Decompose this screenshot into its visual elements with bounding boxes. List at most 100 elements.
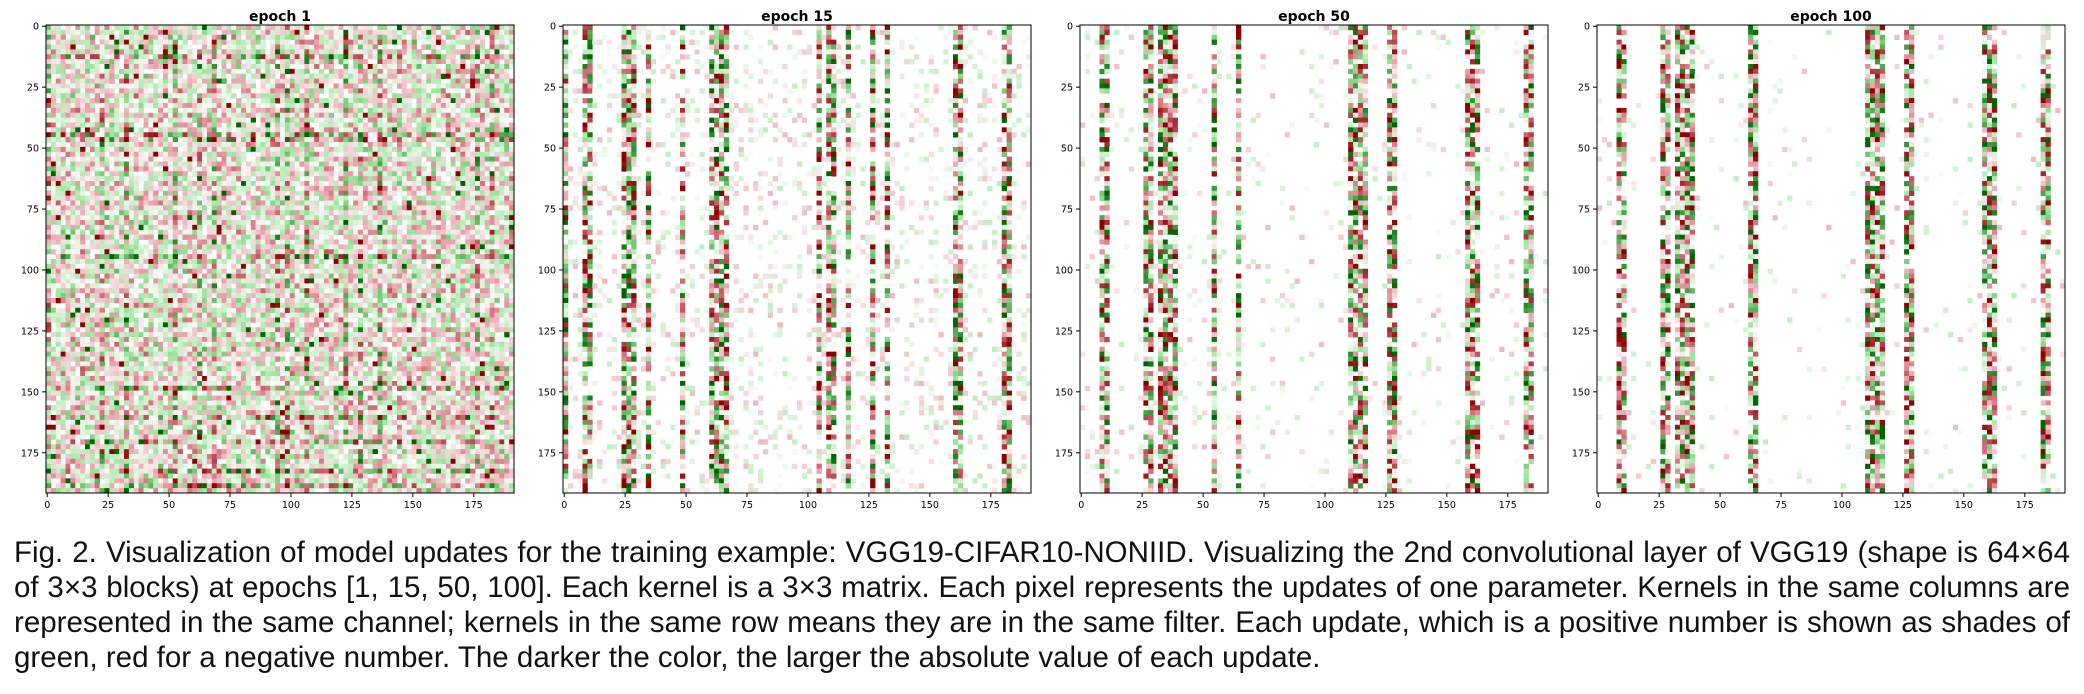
heatmap-cell <box>484 151 491 158</box>
heatmap-cell <box>431 234 437 240</box>
heatmap-cell <box>406 49 413 55</box>
heatmap-cell <box>231 117 237 123</box>
heatmap-cell <box>153 122 159 128</box>
heatmap-cell <box>50 171 57 177</box>
heatmap-cell <box>362 103 369 109</box>
heatmap-cell <box>80 239 86 245</box>
heatmap-cell <box>172 122 179 128</box>
heatmap-cell <box>163 249 169 255</box>
heatmap-cell <box>50 93 57 99</box>
heatmap-cell <box>187 73 193 80</box>
heatmap-cell <box>338 142 344 148</box>
heatmap-cell <box>236 98 242 104</box>
heatmap-cell <box>309 78 315 84</box>
heatmap-cell <box>250 54 257 60</box>
heatmap-cell <box>158 161 164 167</box>
heatmap-cell <box>221 54 227 60</box>
heatmap-cell <box>484 122 491 128</box>
heatmap-cell <box>211 283 218 289</box>
heatmap-cell <box>455 25 461 31</box>
heatmap-cell <box>46 78 52 84</box>
heatmap-cell <box>226 288 232 294</box>
heatmap-cell <box>499 176 505 182</box>
heatmap-cell <box>260 107 266 114</box>
heatmap-cell <box>328 54 335 60</box>
heatmap-cell <box>367 293 374 299</box>
heatmap-cell <box>280 234 286 240</box>
heatmap-cell <box>182 34 188 41</box>
heatmap-cell <box>436 166 442 172</box>
heatmap-cell <box>314 34 320 41</box>
heatmap-cell <box>109 278 115 284</box>
heatmap-cell <box>343 215 349 221</box>
heatmap-cell <box>260 29 266 36</box>
heatmap-cell <box>60 254 66 260</box>
heatmap-cell <box>236 254 242 260</box>
heatmap-cell <box>416 122 422 128</box>
heatmap-cell <box>343 151 349 158</box>
heatmap-cell <box>250 268 257 275</box>
heatmap-cell <box>211 127 218 133</box>
heatmap-cell <box>221 127 227 133</box>
heatmap-cell <box>89 117 96 123</box>
heatmap-cell <box>284 146 291 153</box>
heatmap-cell <box>338 132 344 138</box>
heatmap-cell <box>114 283 120 289</box>
heatmap-cell <box>343 112 349 119</box>
heatmap-cell <box>460 64 466 70</box>
heatmap-cell <box>89 39 96 45</box>
heatmap-cell <box>128 156 135 162</box>
heatmap-cell <box>475 239 481 245</box>
heatmap-cell <box>494 59 500 65</box>
heatmap-cell <box>299 224 305 231</box>
heatmap-cell <box>314 181 320 187</box>
heatmap-cell <box>445 78 452 84</box>
heatmap-cell <box>153 185 159 192</box>
heatmap-cell <box>431 78 437 84</box>
heatmap-cell <box>372 215 378 221</box>
heatmap-cell <box>114 64 120 70</box>
heatmap-cell <box>392 283 398 289</box>
heatmap-cell <box>119 210 125 216</box>
heatmap-cell <box>392 122 398 128</box>
heatmap-cell <box>411 229 417 236</box>
heatmap-cell <box>124 44 130 50</box>
heatmap-cell <box>187 273 193 279</box>
heatmap-cell <box>382 64 388 70</box>
heatmap-cell <box>60 293 66 299</box>
heatmap-cell <box>46 215 52 221</box>
heatmap-cell <box>206 44 213 50</box>
heatmap-cell <box>133 200 140 206</box>
heatmap-cell <box>455 78 461 84</box>
heatmap-cell <box>489 259 495 265</box>
heatmap-cell <box>284 34 291 41</box>
heatmap-cell <box>236 185 242 192</box>
heatmap-cell <box>353 73 359 80</box>
heatmap-cell <box>436 278 442 284</box>
heatmap-cell <box>333 39 339 45</box>
heatmap-cell <box>392 54 398 60</box>
heatmap-cell <box>489 34 495 41</box>
heatmap-cell <box>255 224 261 231</box>
heatmap-cell <box>377 98 383 104</box>
heatmap-cell <box>460 244 466 250</box>
heatmap-cell <box>294 73 300 80</box>
heatmap-cell <box>270 210 276 216</box>
heatmap-cell <box>250 200 257 206</box>
heatmap-cell <box>416 151 422 158</box>
heatmap-cell <box>270 273 276 279</box>
heatmap-cell <box>221 239 227 245</box>
heatmap-cell <box>226 122 232 128</box>
heatmap-cell <box>411 103 417 109</box>
heatmap-cell <box>509 44 515 50</box>
heatmap-cell <box>60 181 66 187</box>
heatmap-cell <box>46 293 52 299</box>
heatmap-cell <box>250 127 257 133</box>
heatmap-cell <box>411 142 417 148</box>
heatmap-cell <box>421 181 427 187</box>
heatmap-cell <box>192 25 198 31</box>
heatmap-cell <box>167 259 174 265</box>
heatmap-cell <box>382 273 388 279</box>
heatmap-cell <box>226 156 232 162</box>
heatmap-cell <box>89 224 96 231</box>
